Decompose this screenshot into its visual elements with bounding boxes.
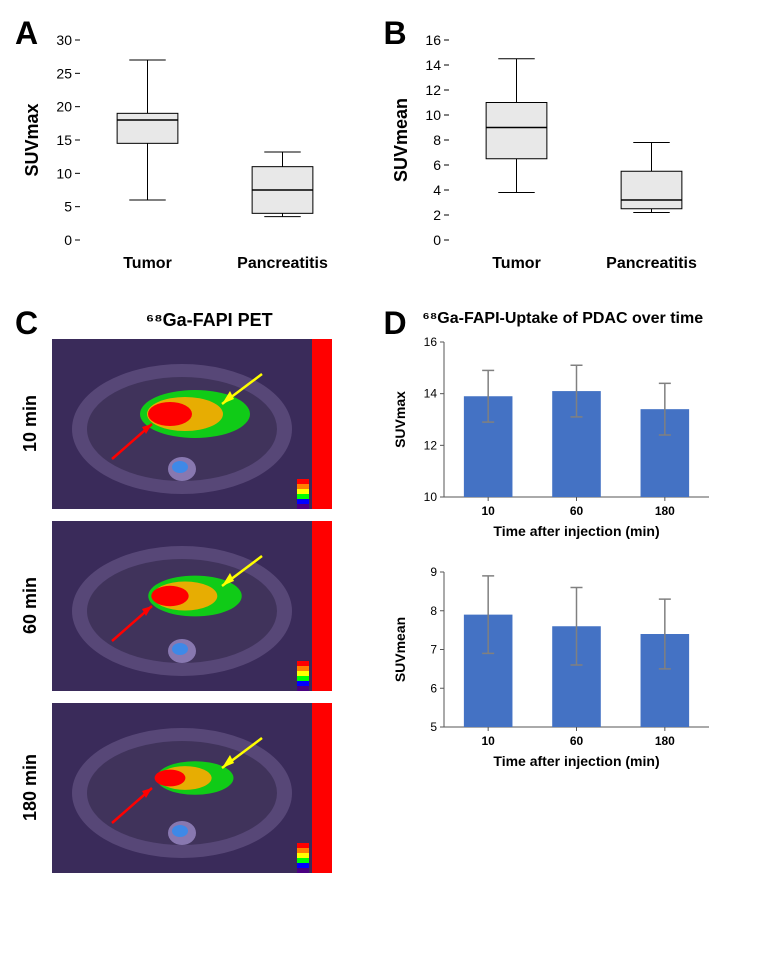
svg-text:Time after injection (min): Time after injection (min) [493,523,659,539]
svg-text:0: 0 [433,232,441,248]
svg-text:60: 60 [569,504,583,518]
pet-scan-image [52,703,332,873]
scan-row: 180 min [20,703,369,873]
svg-text:20: 20 [56,99,72,115]
svg-text:180: 180 [654,504,674,518]
boxplot-suvmean: 0 2 4 6 8 10 12 14 16 SUVmean Tumor Pancreatitis [389,20,729,280]
svg-text:10: 10 [56,165,72,181]
svg-text:2: 2 [433,207,441,223]
svg-text:Pancreatitis: Pancreatitis [237,255,328,272]
svg-text:25: 25 [56,65,72,81]
pet-scan-image [52,339,332,509]
panel-b-label: B [384,15,407,52]
svg-text:12: 12 [423,438,437,452]
bar-chart: 5 6 7 8 9 SUVmean Time after injection (min) 10… [389,562,719,772]
svg-text:30: 30 [56,32,72,48]
svg-text:10: 10 [423,490,437,504]
svg-text:6: 6 [430,681,437,695]
panel-d-label: D [384,305,407,342]
svg-text:5: 5 [64,199,72,215]
panel-d: D ⁶⁸Ga-FAPI-Uptake of PDAC over time 101… [389,310,738,873]
svg-text:SUVmean: SUVmean [391,98,411,182]
svg-text:Pancreatitis: Pancreatitis [606,255,697,272]
svg-text:14: 14 [423,387,437,401]
svg-text:8: 8 [430,604,437,618]
svg-text:16: 16 [425,32,441,48]
svg-text:7: 7 [430,643,437,657]
panel-c: C ⁶⁸Ga-FAPI PET 10 min60 min180 min [20,310,369,873]
scan-row: 10 min [20,339,369,509]
panel-a: A 051015202530SUVmaxTumorPancreatitis [20,20,369,280]
svg-text:10: 10 [481,504,495,518]
svg-text:15: 15 [56,132,72,148]
scan-row: 60 min [20,521,369,691]
svg-text:SUVmean: SUVmean [392,617,408,682]
svg-text:Tumor: Tumor [492,255,541,272]
svg-text:Time after injection (min): Time after injection (min) [493,753,659,769]
panel-c-title: ⁶⁸Ga-FAPI PET [50,310,369,331]
svg-text:Tumor: Tumor [123,255,172,272]
svg-text:10: 10 [481,734,495,748]
svg-text:8: 8 [433,132,441,148]
svg-text:9: 9 [430,565,437,579]
svg-text:0: 0 [64,232,72,248]
svg-text:10: 10 [425,107,441,123]
svg-text:SUVmax: SUVmax [22,103,42,176]
boxplot-suvmax: 0 5 10 15 20 25 30 SUVmax Tumor Pancreatitis [20,20,360,280]
svg-text:5: 5 [430,720,437,734]
panel-b: B 0246810121416SUVmeanTumorPancreatitis [389,20,738,280]
scan-time-label: 180 min [20,754,44,821]
svg-text:14: 14 [425,57,441,73]
svg-text:16: 16 [423,335,437,349]
scan-time-label: 10 min [20,395,44,452]
svg-text:SUVmax: SUVmax [392,391,408,448]
panel-c-label: C [15,305,38,342]
svg-text:6: 6 [433,157,441,173]
scan-time-label: 60 min [20,577,44,634]
panel-d-title: ⁶⁸Ga-FAPI-Uptake of PDAC over time [389,310,738,328]
svg-text:60: 60 [569,734,583,748]
svg-text:180: 180 [654,734,674,748]
panel-a-label: A [15,15,38,52]
bar-chart: 10 12 14 16 SUVmax Time after injection (min)… [389,332,719,542]
svg-text:4: 4 [433,182,441,198]
svg-text:12: 12 [425,82,441,98]
pet-scan-image [52,521,332,691]
